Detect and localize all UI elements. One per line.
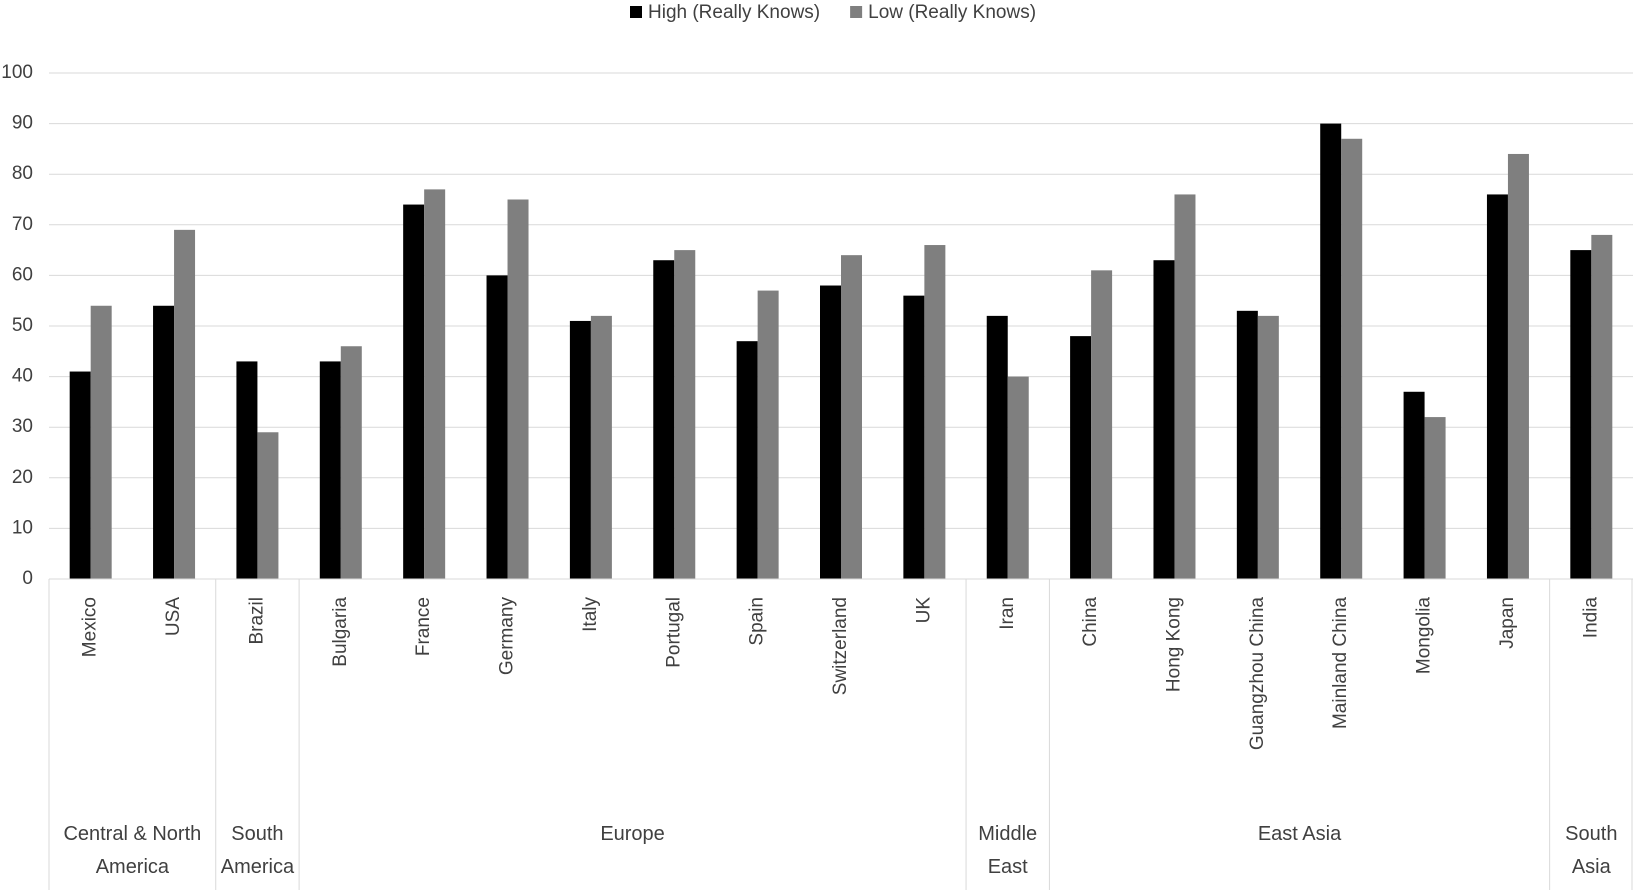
legend-label: Low (Really Knows) xyxy=(868,2,1036,23)
group-label: Central & North America xyxy=(63,823,202,878)
bar xyxy=(90,305,112,579)
y-tick-label: 30 xyxy=(12,416,33,437)
y-tick-label: 90 xyxy=(12,113,33,134)
y-tick-label: 100 xyxy=(1,62,33,83)
x-tick-label: Germany xyxy=(497,597,518,676)
y-tick-label: 20 xyxy=(12,467,33,488)
legend-swatch xyxy=(630,6,642,18)
y-tick-label: 40 xyxy=(12,366,33,387)
bar xyxy=(736,341,758,579)
bar xyxy=(841,255,862,579)
bar xyxy=(403,204,425,579)
bar xyxy=(986,315,1008,579)
x-tick-label: Italy xyxy=(580,597,601,632)
bar xyxy=(1486,194,1508,579)
x-tick-label: Bulgaria xyxy=(330,597,351,667)
bar xyxy=(1174,194,1196,579)
legend-label: High (Really Knows) xyxy=(648,2,820,23)
x-tick-label: Portugal xyxy=(663,597,684,668)
bar xyxy=(69,371,91,579)
bar xyxy=(903,295,925,579)
y-tick-label: 50 xyxy=(12,315,33,336)
bar xyxy=(1236,310,1258,579)
bar xyxy=(1257,315,1279,579)
bar xyxy=(236,361,258,579)
x-tick-label: Iran xyxy=(997,597,1018,630)
y-tick-label: 80 xyxy=(12,163,33,184)
bar xyxy=(424,189,446,579)
bar xyxy=(1591,234,1613,580)
x-tick-label: UK xyxy=(913,597,934,624)
x-tick-label: USA xyxy=(163,597,184,636)
y-tick-label: 0 xyxy=(22,568,33,589)
group-label: East Asia xyxy=(1257,823,1342,845)
bar xyxy=(486,275,508,579)
bar xyxy=(153,305,175,579)
x-tick-label: Spain xyxy=(747,597,768,646)
bar xyxy=(1570,250,1592,579)
bar xyxy=(257,432,279,579)
bar xyxy=(924,245,946,580)
bar xyxy=(653,260,675,579)
bar xyxy=(1403,391,1425,579)
group-label: South Asia xyxy=(1565,823,1618,878)
legend-swatch xyxy=(850,6,863,18)
bar xyxy=(569,320,591,579)
bar xyxy=(1091,270,1113,579)
bar xyxy=(174,229,196,580)
bar xyxy=(1507,153,1529,579)
x-tick-label: Switzerland xyxy=(830,597,851,695)
bar xyxy=(757,290,779,579)
bar xyxy=(507,199,529,579)
x-tick-label: Brazil xyxy=(246,597,267,645)
bar xyxy=(590,315,612,579)
bar xyxy=(1424,417,1446,579)
group-label: South America xyxy=(220,823,295,878)
x-tick-label: Guangzhou China xyxy=(1247,597,1268,751)
x-tick-label: Mainland China xyxy=(1330,597,1351,729)
bar xyxy=(674,250,696,579)
x-tick-label: France xyxy=(413,597,434,656)
group-label: Europe xyxy=(600,823,665,845)
group-label: Middle East xyxy=(978,823,1038,878)
x-tick-label: Japan xyxy=(1497,597,1518,649)
bar xyxy=(1153,260,1175,579)
x-tick-label: Mexico xyxy=(80,597,101,657)
bar xyxy=(1070,336,1092,579)
y-tick-label: 10 xyxy=(12,517,33,538)
bar xyxy=(820,285,841,579)
bar xyxy=(1007,376,1029,579)
x-tick-label: China xyxy=(1080,597,1101,647)
bar xyxy=(1320,123,1342,579)
bar xyxy=(340,346,362,579)
x-tick-label: Mongolia xyxy=(1414,597,1435,675)
x-tick-label: India xyxy=(1580,597,1601,639)
y-tick-label: 60 xyxy=(12,264,33,285)
x-tick-label: Hong Kong xyxy=(1163,597,1184,692)
bar xyxy=(1341,138,1363,579)
bar xyxy=(319,361,341,579)
y-tick-label: 70 xyxy=(12,214,33,235)
